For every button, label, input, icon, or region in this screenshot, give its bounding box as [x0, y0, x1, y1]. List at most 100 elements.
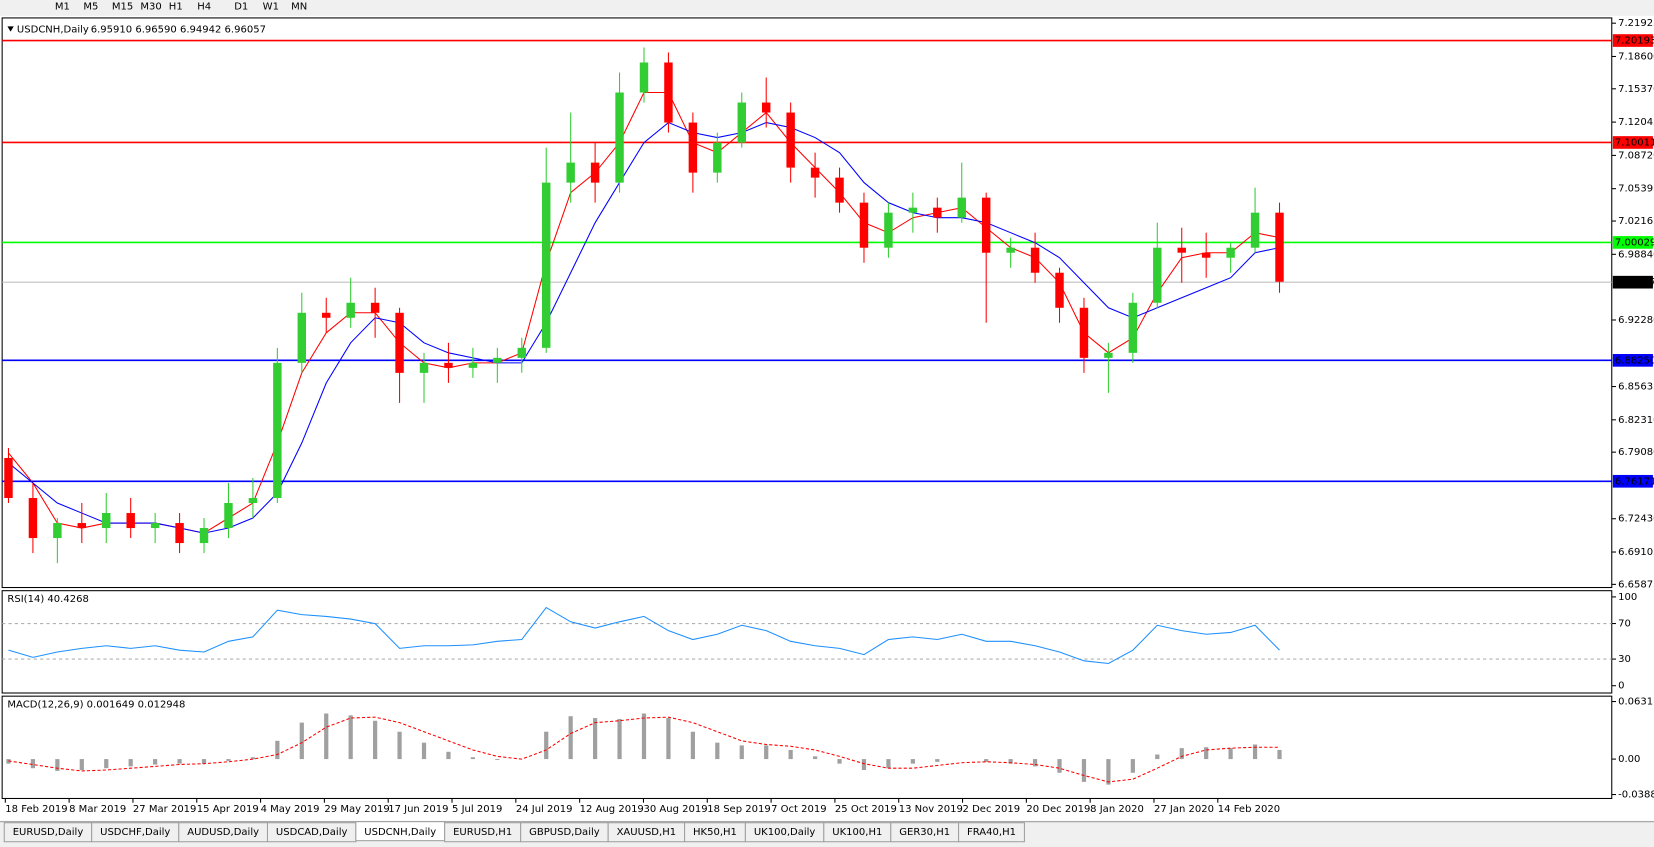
indicator-title: RSI(14) 40.4268 [7, 594, 88, 605]
level-price-text: 7.20193 [1615, 36, 1654, 47]
tab[interactable]: USDCHF,Daily [100, 827, 170, 838]
macd-bar [470, 757, 476, 760]
rsi-panel [1, 590, 1613, 694]
candle-body [1153, 247, 1162, 303]
macd-bar [715, 742, 720, 760]
timeframe-button[interactable]: W1 [263, 1, 279, 12]
candle-body [1079, 307, 1089, 358]
candle-body [517, 347, 526, 358]
candle-body [566, 162, 575, 183]
timeframe-button[interactable]: M30 [140, 1, 161, 12]
macd-bar [104, 759, 109, 769]
macd-bar [495, 759, 500, 760]
candle-body [1104, 352, 1113, 358]
collapse-arrow [7, 26, 14, 32]
tab[interactable]: UK100,Daily [754, 827, 816, 838]
tab[interactable]: EURUSD,Daily [13, 827, 84, 838]
timeframe-button[interactable]: H1 [169, 1, 183, 12]
candle-body [444, 362, 453, 368]
macd-bar [641, 713, 647, 760]
candle-body [590, 162, 600, 183]
candle-body [1250, 212, 1260, 248]
candle-body [493, 357, 502, 363]
macd-bar [1081, 759, 1087, 782]
candle-body [102, 513, 111, 529]
candle-body [761, 102, 771, 113]
tab[interactable]: EURUSD,H1 [453, 827, 512, 838]
macd-bar [348, 715, 353, 760]
y-tick-label: 6.82310 [1618, 415, 1654, 426]
candle-body [859, 202, 869, 248]
candle-body [150, 523, 160, 529]
x-tick-label: 18 Sep 2019 [707, 804, 770, 815]
candle-body [322, 312, 331, 318]
candle-body [419, 362, 429, 373]
level-price-label [1612, 236, 1653, 249]
macd-bar [1204, 747, 1209, 760]
macd-bar [446, 751, 451, 760]
candle-body [908, 207, 918, 213]
macd-bar [690, 731, 695, 760]
timeframe-button[interactable]: H4 [197, 1, 211, 12]
candle-body [981, 197, 991, 253]
macd-bar [1106, 759, 1111, 785]
tab[interactable]: USDCAD,Daily [276, 827, 348, 838]
candle-body [468, 362, 478, 368]
x-tick-label: 29 May 2019 [324, 804, 389, 815]
timeframe-button[interactable]: M5 [83, 1, 98, 12]
level-price-label [1612, 34, 1653, 47]
candle-body [835, 177, 844, 203]
level-price-text: 6.76171 [1615, 476, 1654, 487]
tab[interactable]: XAUUSD,H1 [617, 827, 677, 838]
macd-bar [397, 731, 402, 760]
candle-body [1006, 247, 1015, 253]
y-tick-label: 7.21925 [1618, 18, 1654, 29]
x-tick-label: 17 Jun 2019 [388, 804, 448, 815]
tab[interactable]: FRA40,H1 [967, 827, 1016, 838]
candle-body [1201, 252, 1211, 258]
macd-bar [250, 757, 256, 760]
x-tick-label: 12 Aug 2019 [580, 804, 644, 815]
candle-body [4, 457, 13, 499]
moving-average [8, 121, 1280, 534]
macd-bar [324, 713, 329, 760]
macd-bar [666, 718, 671, 760]
tab[interactable]: GER30,H1 [899, 827, 950, 838]
y-tick-label: 0.00 [1618, 754, 1640, 765]
y-tick-label: 0.063113 [1618, 697, 1654, 708]
macd-bar [544, 731, 549, 760]
tab[interactable]: USDCNH,Daily [364, 827, 436, 838]
candle-body [1275, 212, 1284, 282]
macd-bar [1008, 759, 1013, 764]
y-tick-label: 6.92280 [1618, 315, 1654, 326]
tab-background[interactable] [958, 822, 1025, 843]
macd-bar [1277, 749, 1282, 760]
x-tick-label: 2 Dec 2019 [963, 804, 1021, 815]
macd-bar [861, 759, 867, 771]
candle-body [737, 102, 746, 143]
macd-bar [837, 759, 842, 764]
y-tick-label: 7.12045 [1618, 117, 1654, 128]
macd-bar [617, 718, 622, 760]
tab[interactable]: AUDUSD,Daily [187, 827, 259, 838]
timeframe-button[interactable]: MN [291, 1, 307, 12]
candle-body [370, 302, 380, 313]
macd-bar [226, 759, 231, 761]
y-tick-label: 7.02165 [1618, 216, 1654, 227]
tab[interactable]: UK100,H1 [832, 827, 882, 838]
chart-symbol: USDCNH,Daily [17, 25, 89, 36]
timeframe-button[interactable]: M15 [112, 1, 133, 12]
tab[interactable]: HK50,H1 [693, 827, 737, 838]
tab[interactable]: GBPUSD,Daily [529, 827, 600, 838]
macd-bar [764, 745, 769, 760]
macd-bar [1130, 759, 1135, 773]
macd-bar [275, 740, 280, 760]
x-tick-label: 27 Mar 2019 [133, 804, 197, 815]
y-tick-label: 6.72430 [1618, 514, 1654, 525]
timeframe-button[interactable]: M1 [55, 1, 70, 12]
timeframe-button[interactable]: D1 [234, 1, 248, 12]
candle-body [175, 523, 184, 544]
level-price-label [1612, 474, 1653, 488]
candle-body [346, 302, 355, 318]
